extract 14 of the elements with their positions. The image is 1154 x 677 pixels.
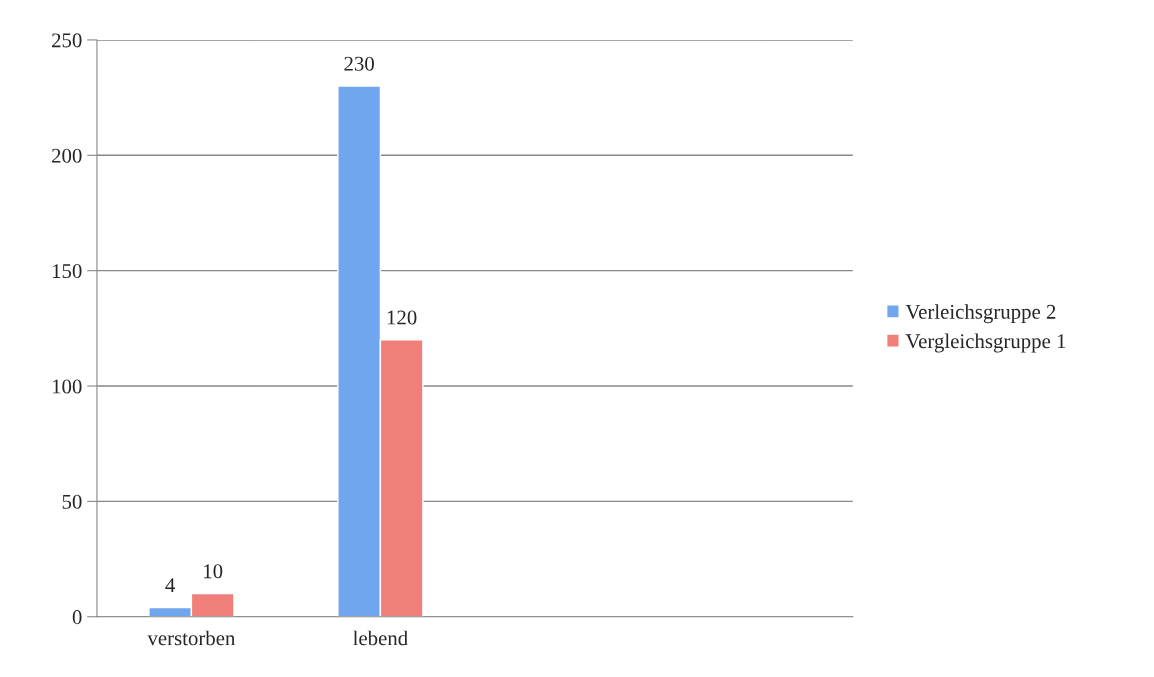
x-tick-label: verstorben (147, 630, 236, 646)
y-tick-label: 100 (52, 379, 82, 394)
y-tick-label: 250 (52, 33, 82, 48)
y-tick-label: 50 (62, 494, 82, 509)
y-tick-label: 0 (72, 610, 82, 625)
y-tick-label: 200 (52, 148, 82, 163)
data-label: 10 (204, 564, 223, 579)
y-tick-label: 150 (52, 264, 82, 279)
data-label: 4 (165, 578, 176, 592)
legend-label: Vergleichsgruppe 1 (905, 333, 1066, 353)
data-label: 230 (344, 56, 374, 71)
x-tick-label: lebend (353, 630, 408, 646)
data-label: 120 (387, 310, 417, 325)
legend-label: Verleichsgruppe 2 (905, 304, 1056, 324)
